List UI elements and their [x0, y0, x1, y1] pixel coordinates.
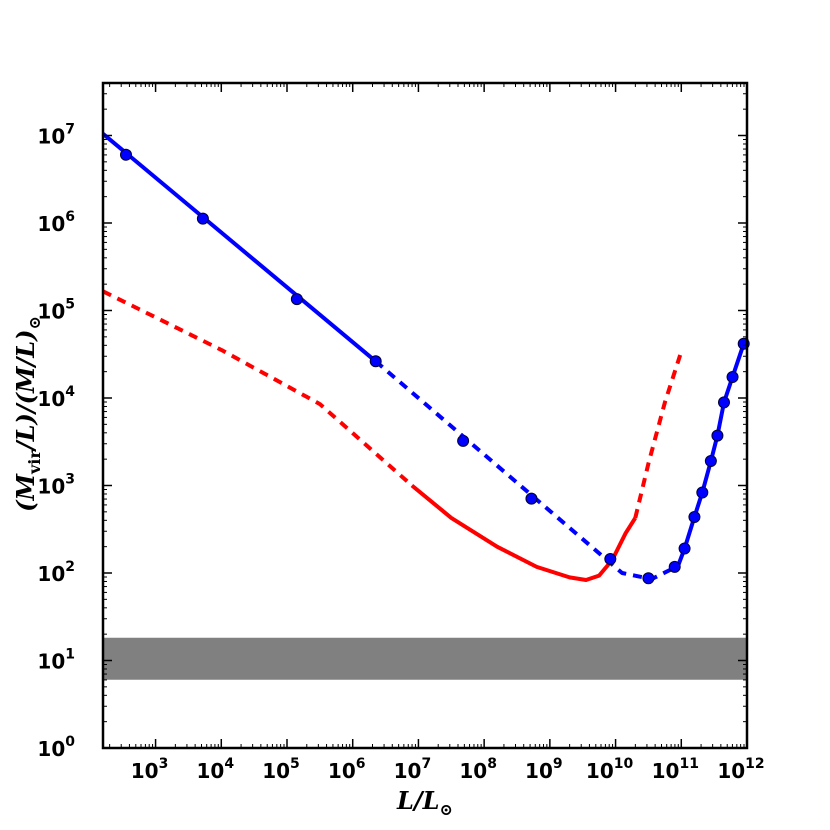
y-tick-label: 100 [37, 734, 75, 761]
x-tick-label-exponent: 5 [290, 756, 300, 772]
plot-frame [101, 81, 749, 750]
data-point-8 [642, 572, 655, 585]
data-point-11 [688, 511, 701, 523]
series-line-6 [410, 483, 637, 582]
x-tick-label-base: 10 [459, 759, 487, 783]
y-tick-label-base: 10 [37, 562, 65, 586]
y-tick-label: 106 [37, 209, 75, 236]
y-tick-label-base: 10 [37, 650, 65, 674]
x-tick-label-base: 10 [586, 759, 614, 783]
y-axis-label-part-1: (M [11, 473, 40, 512]
shaded-band-layer [103, 637, 747, 680]
x-tick-label-exponent: 12 [745, 756, 764, 772]
series-line-1 [101, 132, 377, 363]
x-tick-label-exponent: 7 [421, 756, 431, 772]
y-tick-label-exponent: 0 [65, 734, 75, 750]
x-tick-label-exponent: 9 [553, 756, 563, 772]
x-tick-label-base: 10 [131, 759, 159, 783]
series-layer [101, 132, 749, 582]
y-axis-label-part-2: /L)/(M/L) [11, 329, 40, 452]
y-tick-label-base: 10 [37, 387, 65, 411]
x-tick-label-exponent: 6 [356, 756, 366, 772]
data-point-5 [457, 434, 470, 447]
y-tick-label-exponent: 1 [65, 647, 75, 663]
y-tick-label-base: 10 [37, 125, 65, 149]
data-point-16 [726, 371, 739, 383]
tick-layer [103, 83, 748, 749]
y-tick-label-exponent: 7 [65, 122, 75, 138]
x-tick-label: 107 [394, 756, 432, 783]
x-tick-label-exponent: 10 [614, 756, 634, 772]
y-tick-label-exponent: 6 [65, 209, 75, 225]
y-axis-label: (Mvir/L)/(M/L)⊙ [11, 316, 44, 512]
data-point-3 [290, 293, 303, 306]
data-point-15 [718, 396, 730, 409]
data-point-10 [678, 542, 691, 555]
series-line-2 [374, 359, 679, 582]
data-point-12 [696, 486, 709, 499]
x-tick-label: 1011 [652, 756, 699, 783]
data-point-4 [369, 355, 382, 368]
y-tick-label: 105 [37, 297, 75, 324]
x-axis-label: L/L⊙ [396, 786, 453, 819]
y-tick-label-exponent: 2 [65, 559, 75, 575]
x-tick-label: 104 [196, 756, 234, 783]
y-tick-label: 104 [37, 384, 75, 411]
y-tick-label: 102 [37, 559, 75, 586]
data-point-2 [196, 212, 209, 225]
x-tick-label: 1012 [717, 756, 764, 783]
data-point-9 [668, 560, 681, 573]
x-tick-label-base: 10 [394, 759, 422, 783]
x-tick-label-base: 10 [196, 759, 224, 783]
x-tick-label: 108 [459, 756, 497, 783]
y-tick-label: 103 [37, 472, 75, 499]
data-point-7 [604, 553, 617, 565]
data-point-14 [711, 429, 724, 442]
series-line-5 [102, 289, 414, 487]
x-tick-label: 106 [328, 756, 366, 783]
x-tick-labels: 103 104 105 106 107 108 109 1010 1011 1012 [131, 756, 765, 783]
y-tick-label-exponent: 5 [65, 297, 75, 313]
y-axis-label-sub-sun: ⊙ [25, 316, 44, 329]
y-tick-label-base: 10 [37, 212, 65, 236]
data-point-13 [704, 455, 717, 467]
x-tick-label-exponent: 11 [679, 756, 698, 772]
y-tick-label-base: 10 [37, 737, 65, 761]
x-tick-label-base: 10 [328, 759, 356, 783]
x-axis-label-sub: ⊙ [440, 800, 453, 819]
x-tick-label-exponent: 4 [224, 756, 234, 772]
x-tick-label: 1010 [586, 756, 634, 783]
y-tick-label-base: 10 [37, 475, 65, 499]
x-tick-label-base: 10 [525, 759, 553, 783]
shaded-band [103, 637, 747, 680]
series-line-7 [633, 350, 684, 519]
x-tick-label-exponent: 8 [487, 756, 497, 772]
y-tick-label-exponent: 3 [65, 472, 75, 488]
x-tick-label: 105 [262, 756, 300, 783]
y-tick-label: 101 [37, 647, 75, 674]
y-tick-label-exponent: 4 [65, 384, 75, 400]
y-axis-label-sub-vir: vir [25, 450, 44, 475]
marker-layer [120, 148, 750, 585]
series-line-3 [676, 337, 749, 567]
x-tick-label-exponent: 3 [159, 756, 169, 772]
x-tick-label-base: 10 [262, 759, 290, 783]
x-tick-label: 103 [131, 756, 169, 783]
data-point-1 [120, 148, 132, 161]
x-tick-label: 109 [525, 756, 563, 783]
x-tick-label-base: 10 [717, 759, 745, 783]
y-tick-label: 107 [37, 122, 75, 149]
y-tick-label-base: 10 [37, 300, 65, 324]
x-axis-label-main: L/L [396, 786, 440, 815]
data-point-6 [525, 492, 538, 505]
x-tick-label-base: 10 [652, 759, 680, 783]
